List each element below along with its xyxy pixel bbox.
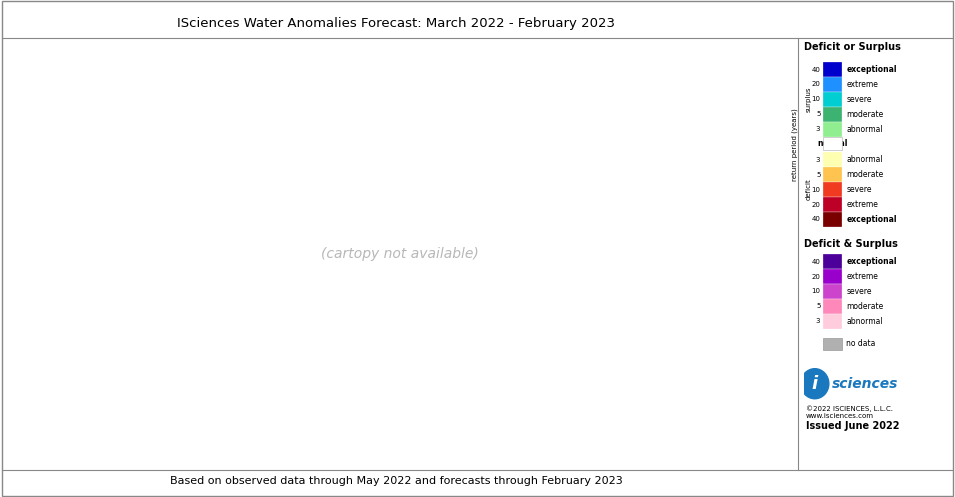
Text: 10: 10 bbox=[812, 96, 820, 102]
Text: 3: 3 bbox=[816, 318, 820, 325]
Text: severe: severe bbox=[846, 185, 872, 194]
Text: abnormal: abnormal bbox=[846, 317, 882, 326]
Text: ISciences Water Anomalies Forecast: March 2022 - February 2023: ISciences Water Anomalies Forecast: Marc… bbox=[178, 17, 615, 30]
Text: 5: 5 bbox=[816, 171, 820, 178]
Text: moderate: moderate bbox=[846, 110, 883, 119]
Text: 20: 20 bbox=[812, 82, 820, 87]
Circle shape bbox=[800, 369, 829, 399]
Text: exceptional: exceptional bbox=[846, 215, 897, 224]
Text: Issued June 2022: Issued June 2022 bbox=[806, 421, 900, 431]
Text: extreme: extreme bbox=[846, 80, 878, 89]
Text: moderate: moderate bbox=[846, 302, 883, 311]
Text: deficit: deficit bbox=[806, 179, 812, 200]
Text: moderate: moderate bbox=[846, 170, 883, 179]
Text: i: i bbox=[812, 375, 817, 393]
Text: sciences: sciences bbox=[832, 377, 898, 391]
Text: 20: 20 bbox=[812, 273, 820, 280]
Text: exceptional: exceptional bbox=[846, 257, 897, 266]
Text: 3: 3 bbox=[816, 126, 820, 132]
Text: extreme: extreme bbox=[846, 200, 878, 209]
Text: 40: 40 bbox=[812, 258, 820, 265]
Text: 40: 40 bbox=[812, 67, 820, 73]
Text: surplus: surplus bbox=[806, 86, 812, 112]
Text: exceptional: exceptional bbox=[846, 65, 897, 74]
Text: Deficit or Surplus: Deficit or Surplus bbox=[804, 42, 901, 52]
Text: abnormal: abnormal bbox=[846, 155, 882, 165]
Text: extreme: extreme bbox=[846, 272, 878, 281]
Text: Based on observed data through May 2022 and forecasts through February 2023: Based on observed data through May 2022 … bbox=[170, 476, 623, 486]
Text: return period (years): return period (years) bbox=[792, 108, 797, 181]
Text: 10: 10 bbox=[812, 288, 820, 295]
Text: 5: 5 bbox=[816, 303, 820, 310]
Text: 5: 5 bbox=[816, 111, 820, 117]
Text: severe: severe bbox=[846, 287, 872, 296]
Text: no data: no data bbox=[846, 339, 876, 348]
Text: 20: 20 bbox=[812, 201, 820, 208]
Text: normal: normal bbox=[817, 139, 848, 148]
Text: www.isciences.com: www.isciences.com bbox=[806, 414, 874, 419]
Text: Deficit & Surplus: Deficit & Surplus bbox=[804, 239, 898, 249]
Text: abnormal: abnormal bbox=[846, 125, 882, 134]
Text: ©2022 ISCIENCES, L.L.C.: ©2022 ISCIENCES, L.L.C. bbox=[806, 406, 893, 413]
Text: 10: 10 bbox=[812, 186, 820, 193]
Text: (cartopy not available): (cartopy not available) bbox=[321, 247, 478, 261]
Text: severe: severe bbox=[846, 95, 872, 104]
Text: 3: 3 bbox=[816, 157, 820, 163]
Text: 40: 40 bbox=[812, 216, 820, 223]
